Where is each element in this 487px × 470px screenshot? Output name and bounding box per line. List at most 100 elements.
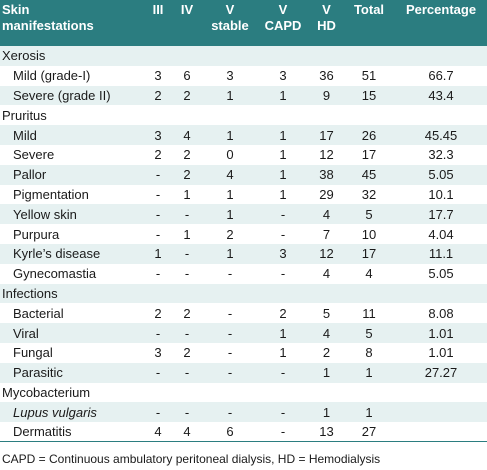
column-header-line: manifestations (2, 18, 94, 33)
table-cell: - (155, 167, 161, 183)
table-cell (256, 383, 310, 403)
table-cell (343, 383, 395, 403)
table-cell: - (227, 345, 233, 361)
table-cell: - (155, 365, 161, 381)
table-cell: 3 (154, 127, 162, 143)
table-cell: 4 (226, 167, 234, 183)
table-cell: 2 (183, 167, 191, 183)
row-label: Lupus vulgaris (13, 404, 97, 420)
table-cell: - (227, 365, 233, 381)
table-cell: 51 (361, 68, 377, 84)
table-cell: - (227, 266, 233, 282)
table-cell: 17 (361, 246, 377, 262)
table-cell: 2 (183, 147, 191, 163)
table-cell: 2 (279, 305, 287, 321)
table-cell: 1.01 (428, 325, 454, 341)
table-cell: 26 (361, 127, 377, 143)
table-cell: - (184, 404, 190, 420)
table-cell (343, 105, 395, 125)
table-cell: 4 (170, 422, 204, 443)
table-cell: - (155, 226, 161, 242)
table-cell (395, 383, 487, 403)
row-label: Gynecomastia (13, 266, 97, 282)
table-cell: 2 (226, 226, 234, 242)
table-cell (146, 46, 170, 66)
table-cell: 1 (279, 345, 287, 361)
table-cell: 3 (279, 246, 287, 262)
row-label: Kyrle’s disease (13, 246, 101, 262)
table-cell: - (227, 325, 233, 341)
table-row: Kyrle’s disease 1 - 1 3 12 17 11.1 (0, 243, 487, 264)
table-row: Mild 3 4 1 1 17 26 45.45 (0, 125, 487, 145)
table-cell (204, 105, 256, 125)
table-cell: 1 (365, 404, 373, 420)
row-label: Severe (grade II) (13, 87, 111, 103)
table-row: Viral - - - 1 4 5 1.01 (0, 323, 487, 343)
table-cell: 1 (279, 167, 287, 183)
column-header-line: III (152, 2, 164, 17)
table-cell (395, 46, 487, 66)
table-cell: - (155, 325, 161, 341)
table-cell: 12 (319, 147, 334, 163)
table-cell: 1 (226, 246, 234, 262)
table-cell (170, 284, 204, 304)
table-cell: - (280, 266, 286, 282)
table-row: Yellow skin - - 1 - 4 5 17.7 (0, 204, 487, 225)
column-header-line: Total (353, 2, 385, 17)
table-cell: - (280, 404, 286, 420)
table-cell: 1 (226, 127, 234, 143)
table-cell: - (280, 365, 286, 381)
table-cell: - (184, 206, 190, 222)
row-label: Severe (13, 147, 55, 163)
table-cell: 4 (322, 206, 331, 222)
column-header: IV (170, 0, 204, 46)
table-cell: 7 (322, 226, 331, 242)
table-cell: 1 (154, 246, 162, 262)
table-cell: 1.01 (428, 345, 454, 361)
table-cell (310, 284, 343, 304)
table-cell: 2 (183, 87, 191, 103)
table-cell (170, 46, 204, 66)
table-cell (310, 105, 343, 125)
table-cell: 11 (362, 305, 376, 321)
column-header-line: HD (317, 18, 336, 33)
table-cell: - (155, 206, 161, 222)
table-cell (170, 105, 204, 125)
table-cell: 1 (365, 365, 373, 381)
table-cell: 5.05 (428, 266, 454, 282)
table-cell (395, 422, 487, 443)
table-cell: 66.7 (428, 68, 454, 84)
table-cell (204, 46, 256, 66)
table-cell: 10 (361, 226, 377, 242)
column-header-line: Percentage (405, 2, 477, 17)
table-cell: 5.05 (428, 167, 454, 183)
table-cell: 2 (183, 345, 191, 361)
group-row: Xerosis (0, 46, 487, 66)
table-cell: 1 (279, 186, 287, 202)
table-cell: 9 (322, 87, 331, 103)
table-cell (204, 383, 256, 403)
row-label: Yellow skin (13, 206, 77, 222)
table-cell: 36 (319, 68, 334, 84)
table-cell (256, 46, 310, 66)
table-cell: 17.7 (428, 206, 454, 222)
table-body: Xerosis Mild (grade-I) 3 6 3 3 36 51 66.7 Severe … (0, 46, 487, 443)
table-cell: 32 (361, 186, 377, 202)
table-cell: 1 (183, 226, 191, 242)
table-cell: 5 (365, 206, 373, 222)
table-cell (343, 46, 395, 66)
table-cell (310, 46, 343, 66)
column-header-line: stable (211, 18, 249, 33)
table-row: Mild (grade-I) 3 6 3 3 36 51 66.7 (0, 65, 487, 86)
table-cell (146, 284, 170, 304)
table-cell (146, 105, 170, 125)
table-row: Parasitic - - - - 1 1 27.27 (0, 362, 487, 383)
table-cell: 8.08 (428, 305, 454, 321)
row-label: Fungal (13, 345, 53, 361)
table-cell: 2 (154, 305, 162, 321)
table-cell: - (280, 206, 286, 222)
column-header-line: IV (180, 2, 194, 17)
